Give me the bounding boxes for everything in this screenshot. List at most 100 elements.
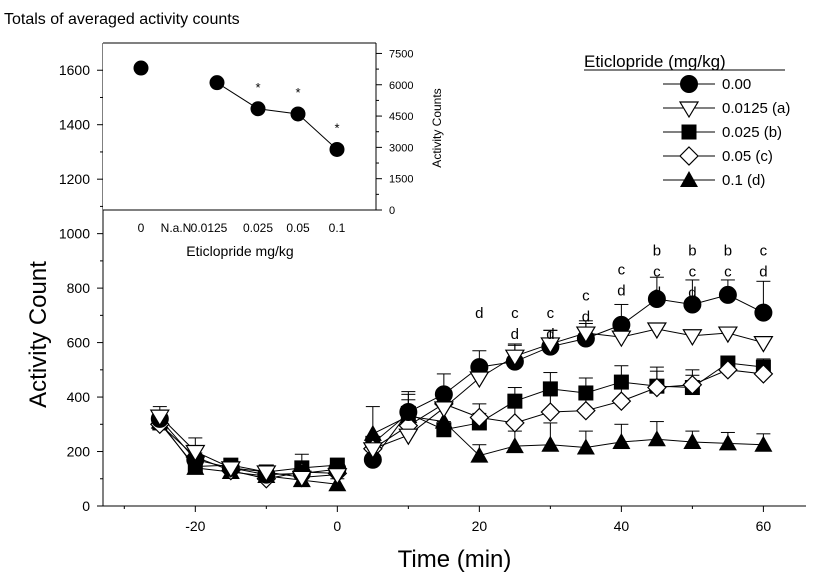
data-point (185, 444, 206, 462)
data-point (718, 285, 737, 304)
data-point (433, 401, 454, 419)
inset-x-tick-label: N.a.N (161, 221, 192, 235)
data-point (753, 364, 774, 384)
y-tick-label: 400 (67, 389, 91, 405)
data-point (434, 385, 453, 404)
inset-background (103, 43, 376, 210)
x-tick-label: 0 (333, 518, 341, 534)
y-axis-label: Activity Count (25, 261, 52, 408)
inset-y-tick-label: 3000 (389, 142, 413, 154)
inset-y-axis-label: Activity Counts (430, 88, 444, 167)
data-point (575, 326, 596, 344)
significance-label: c (653, 263, 661, 280)
x-tick-label: 60 (756, 518, 772, 534)
y-tick-label: 600 (67, 335, 91, 351)
inset-data-point (209, 75, 225, 91)
y-tick-label: 800 (67, 280, 91, 296)
significance-label: c (724, 263, 732, 280)
significance-label: b (688, 242, 696, 259)
x-axis-label: Time (min) (398, 546, 512, 573)
data-point (682, 329, 703, 346)
inset-data-point (329, 141, 345, 157)
significance-label: c (511, 305, 519, 322)
data-point (470, 446, 489, 463)
data-point (754, 303, 773, 322)
inset-significance-star: * (295, 85, 300, 100)
legend-label: 0.1 (d) (722, 172, 765, 189)
significance-label: b (653, 242, 661, 259)
inset-x-tick-label: 0.05 (286, 221, 310, 235)
legend-marker (680, 75, 698, 93)
data-point (754, 435, 773, 452)
inset-series-line (216, 82, 338, 150)
data-point (327, 468, 348, 485)
data-point (504, 349, 525, 367)
data-point (149, 409, 170, 427)
significance-label: d (688, 284, 696, 301)
inset-x-tick-label: 0.0125 (191, 221, 228, 235)
data-point (646, 322, 667, 340)
legend-label: 0.0125 (a) (722, 100, 790, 117)
inset-data-point (133, 60, 149, 76)
x-tick-label: 40 (614, 518, 630, 534)
significance-label: d (759, 263, 767, 280)
significance-label: c (618, 262, 626, 279)
data-point (540, 402, 561, 422)
data-point (612, 432, 631, 449)
y-tick-label: 0 (82, 498, 90, 514)
significance-label: c (689, 263, 697, 280)
data-point (399, 403, 418, 422)
data-point (362, 442, 383, 459)
legend-marker (681, 124, 697, 140)
legend-marker (680, 171, 698, 187)
significance-label: c (760, 242, 768, 259)
inset-x-axis-label: Eticlopride mg/kg (186, 243, 293, 259)
inset-y-tick-label: 0 (389, 205, 395, 217)
legend-label: 0.05 (c) (722, 148, 773, 165)
data-point (507, 393, 523, 409)
y-tick-label: 200 (67, 444, 91, 460)
significance-label: d (724, 284, 732, 301)
inset-y-tick-label: 6000 (389, 80, 413, 92)
significance-label: c (582, 287, 590, 304)
data-point (541, 435, 560, 452)
inset-title: Totals of averaged activity counts (4, 11, 240, 28)
y-tick-label: 1000 (59, 226, 90, 242)
data-point (291, 470, 312, 488)
data-point (647, 290, 666, 309)
data-point (717, 326, 738, 344)
inset-x-tick-label: 0.1 (329, 221, 346, 235)
data-point (542, 381, 558, 397)
significance-label: d (617, 283, 625, 300)
series-line (372, 415, 764, 457)
data-point (540, 337, 561, 355)
legend-title: Eticlopride (mg/kg) (584, 52, 726, 71)
x-tick-label: 20 (472, 518, 488, 534)
data-point (576, 400, 596, 421)
y-tick-label: 1200 (59, 171, 90, 187)
data-point (611, 391, 632, 411)
data-point (220, 461, 241, 479)
data-point (683, 432, 702, 449)
data-point (398, 428, 419, 446)
inset-x-tick-label: 0.025 (243, 221, 273, 235)
legend-marker (679, 146, 699, 166)
data-point (578, 385, 594, 401)
significance-label: c (547, 305, 555, 322)
significance-label: d (582, 308, 590, 325)
data-point (613, 374, 629, 390)
legend-marker (678, 101, 700, 119)
y-tick-label: 1400 (59, 117, 90, 133)
significance-label: b (724, 242, 732, 259)
significance-label: d (546, 326, 554, 343)
data-point (436, 422, 452, 438)
data-point (718, 434, 737, 451)
inset-data-point (250, 101, 266, 117)
inset-x-tick-label: 0 (138, 221, 145, 235)
data-point (611, 330, 632, 348)
legend-label: 0.025 (b) (722, 124, 782, 141)
data-point (647, 430, 666, 447)
inset-y-tick-label: 7500 (389, 48, 413, 60)
